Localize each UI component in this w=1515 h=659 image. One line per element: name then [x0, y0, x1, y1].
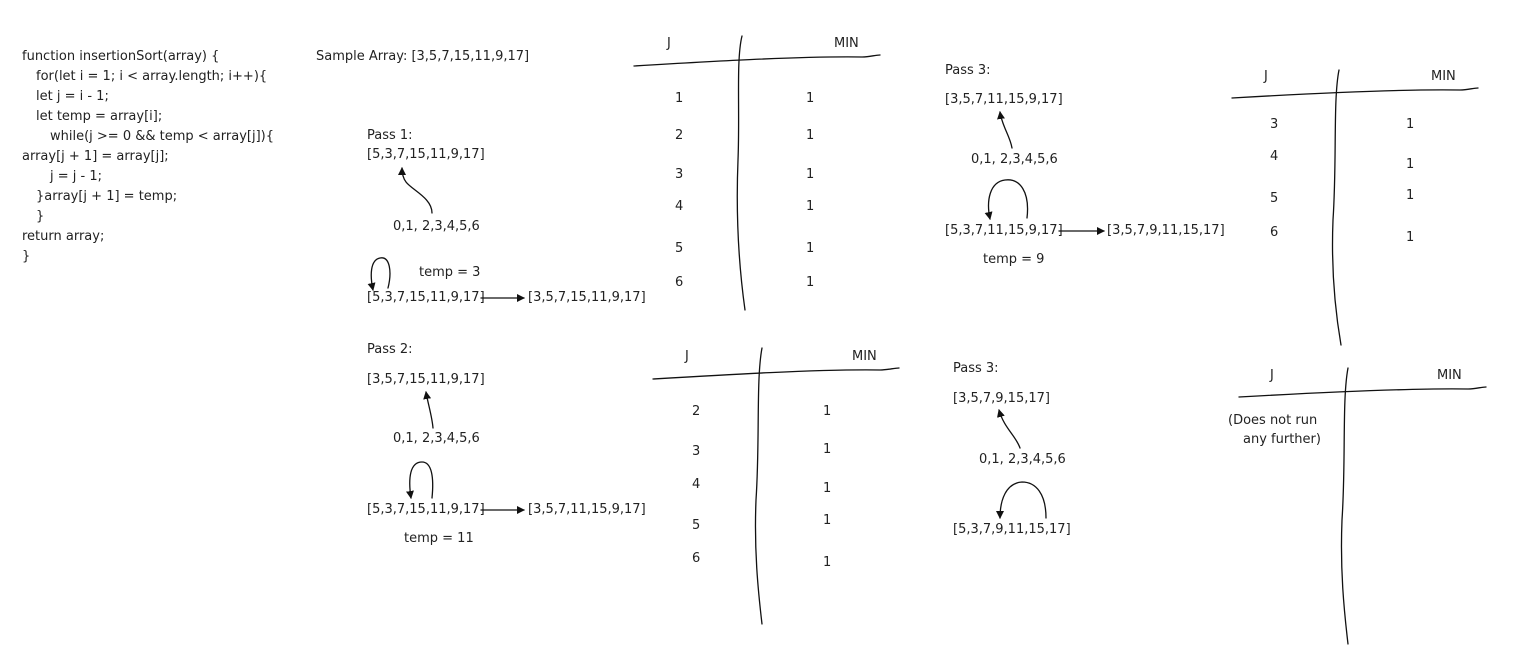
table3-cell-j: 4 [1270, 149, 1279, 164]
pass3b-curve-arrow [997, 409, 1021, 449]
code-line: return array; [22, 229, 105, 244]
pass3b-array: [3,5,7,9,15,17] [953, 391, 1050, 406]
pass3a-index: 0,1, 2,3,4,5,6 [971, 152, 1058, 167]
table3-cell-min: 1 [1406, 117, 1415, 132]
code-line: for(let i = 1; i < array.length; i++){ [36, 69, 268, 84]
table2-cell-min: 1 [823, 513, 832, 528]
table3-cell-j: 6 [1270, 225, 1279, 240]
table1-vertical-line [736, 35, 746, 311]
pass3a-after: [3,5,7,9,11,15,17] [1107, 223, 1225, 238]
pass3a-before: [5,3,7,11,15,9,17] [945, 223, 1063, 238]
code-line: } [36, 209, 45, 224]
pass1-label: Pass 1: [367, 128, 413, 143]
pass2-before: [5,3,7,15,11,9,17] [367, 502, 485, 517]
sample-array-label: Sample Array: [3,5,7,15,11,9,17] [316, 49, 530, 64]
table3-cell-j: 5 [1270, 191, 1279, 206]
table1-cell-min: 1 [806, 167, 815, 182]
code-line: array[j + 1] = array[j]; [22, 149, 169, 164]
table1-cell-min: 1 [806, 91, 815, 106]
code-line: function insertionSort(array) { [22, 49, 220, 64]
pass2-label: Pass 2: [367, 342, 413, 357]
table2-header-min: MIN [852, 349, 877, 364]
table1-cell-j: 4 [675, 199, 684, 214]
pass1-temp: temp = 3 [419, 265, 481, 280]
pass3a-loop-arrow [984, 179, 1029, 220]
table4-horizontal-line [1238, 386, 1487, 398]
table1-cell-j: 2 [675, 128, 684, 143]
table2-horizontal-line [652, 367, 900, 380]
table1-cell-j: 6 [675, 275, 684, 290]
table2-cell-j: 4 [692, 477, 701, 492]
code-line: j = j - 1; [50, 169, 102, 184]
table1-header-min: MIN [834, 36, 859, 51]
pass2-array: [3,5,7,15,11,9,17] [367, 372, 485, 387]
table2-vertical-line [754, 347, 763, 625]
pass3a-array: [3,5,7,11,15,9,17] [945, 92, 1063, 107]
table2-cell-j: 6 [692, 551, 701, 566]
pass1-loop-arrow [367, 257, 391, 291]
pass3b-loop-arrow [996, 481, 1047, 519]
pass2-curve-arrow [423, 391, 434, 429]
pass2-after: [3,5,7,11,15,9,17] [528, 502, 646, 517]
table3-cell-min: 1 [1406, 157, 1415, 172]
table1-cell-min: 1 [806, 275, 815, 290]
table2-cell-j: 2 [692, 404, 701, 419]
table4-header-j: J [1270, 368, 1274, 383]
code-line: }array[j + 1] = temp; [36, 189, 178, 204]
pass3a-label: Pass 3: [945, 63, 991, 78]
table3-cell-min: 1 [1406, 230, 1415, 245]
pass3a-curve-arrow [997, 111, 1013, 149]
pass3b-before: [5,3,7,9,11,15,17] [953, 522, 1071, 537]
table4-note-line1: (Does not run [1228, 413, 1318, 428]
table1-cell-min: 1 [806, 241, 815, 256]
table2-cell-min: 1 [823, 404, 832, 419]
table4-vertical-line [1340, 367, 1349, 645]
table2-cell-j: 5 [692, 518, 701, 533]
table1-cell-min: 1 [806, 199, 815, 214]
table3-horizontal-line [1231, 87, 1479, 99]
pass2-loop-arrow [406, 461, 434, 499]
code-line: let temp = array[i]; [36, 109, 163, 124]
table1-cell-j: 5 [675, 241, 684, 256]
table2-cell-j: 3 [692, 444, 701, 459]
pass3b-index: 0,1, 2,3,4,5,6 [979, 452, 1066, 467]
pass1-index: 0,1, 2,3,4,5,6 [393, 219, 480, 234]
table3-header-min: MIN [1431, 69, 1456, 84]
code-line: } [22, 249, 31, 264]
table1-cell-min: 1 [806, 128, 815, 143]
table3-cell-j: 3 [1270, 117, 1279, 132]
pass3b-label: Pass 3: [953, 361, 999, 376]
table3-cell-min: 1 [1406, 188, 1415, 203]
code-line: while(j >= 0 && temp < array[j]){ [50, 129, 274, 144]
table1-horizontal-line [633, 54, 881, 67]
pass2-temp: temp = 11 [404, 531, 474, 546]
table1-header-j: J [667, 36, 671, 51]
table4-note-line2: any further) [1243, 432, 1321, 447]
table3-vertical-line [1331, 69, 1342, 346]
pass1-curve-arrow [398, 167, 433, 214]
pass1-before: [5,3,7,15,11,9,17] [367, 290, 485, 305]
table2-cell-min: 1 [823, 481, 832, 496]
pass2-index: 0,1, 2,3,4,5,6 [393, 431, 480, 446]
pass1-after: [3,5,7,15,11,9,17] [528, 290, 646, 305]
table2-header-j: J [685, 349, 689, 364]
pass3a-temp: temp = 9 [983, 252, 1045, 267]
table2-cell-min: 1 [823, 442, 832, 457]
code-line: let j = i - 1; [36, 89, 109, 104]
table2-cell-min: 1 [823, 555, 832, 570]
table4-header-min: MIN [1437, 368, 1462, 383]
table1-cell-j: 1 [675, 91, 684, 106]
table1-cell-j: 3 [675, 167, 684, 182]
pass1-array: [5,3,7,15,11,9,17] [367, 147, 485, 162]
table3-header-j: J [1264, 69, 1268, 84]
